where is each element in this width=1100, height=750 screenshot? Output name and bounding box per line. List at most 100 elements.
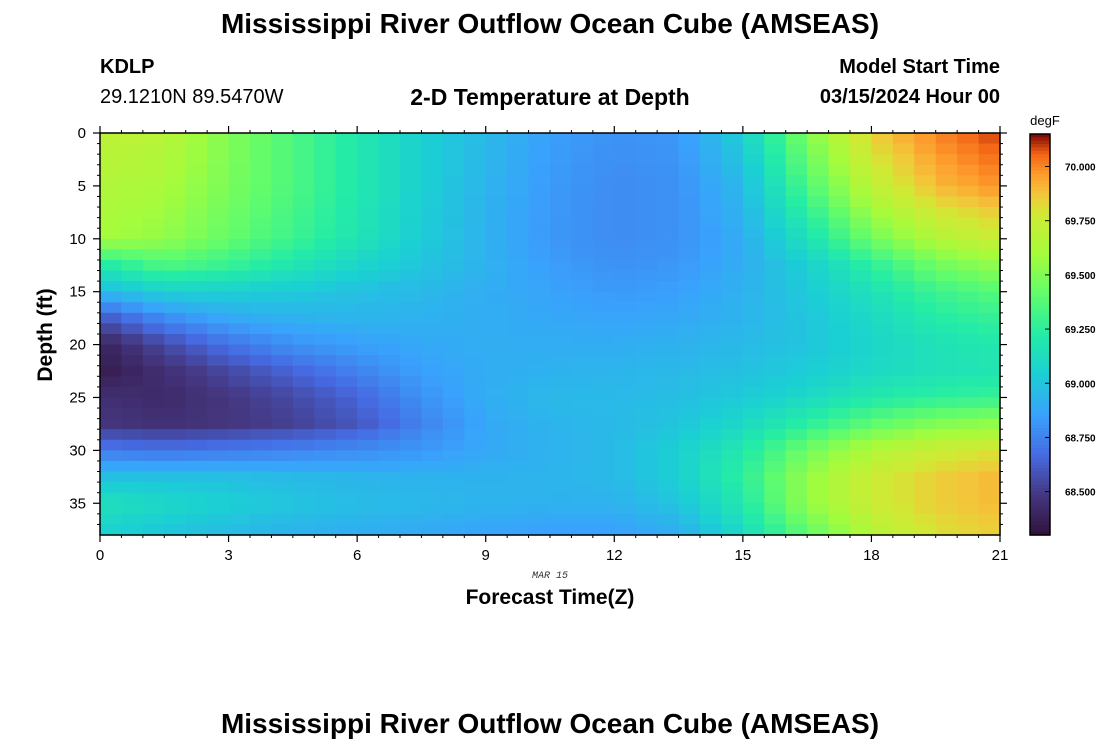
heatmap-cell xyxy=(678,196,701,208)
heatmap-cell xyxy=(357,439,380,451)
heatmap-cell xyxy=(592,133,615,145)
heatmap-cell xyxy=(421,460,444,473)
heatmap-cell xyxy=(764,376,787,388)
heatmap-cell xyxy=(207,386,230,399)
heatmap-cell xyxy=(185,270,208,282)
heatmap-cell xyxy=(871,143,894,155)
heatmap-cell xyxy=(635,175,658,187)
heatmap-cell xyxy=(721,238,744,250)
heatmap-cell xyxy=(721,196,744,208)
heatmap-cell xyxy=(164,376,187,388)
heatmap-cell xyxy=(528,164,551,176)
heatmap-cell xyxy=(250,281,273,293)
heatmap-cell xyxy=(121,228,144,240)
heatmap-cell xyxy=(657,323,680,335)
heatmap-cell xyxy=(314,503,337,515)
heatmap-cell xyxy=(357,185,380,198)
heatmap-cell xyxy=(314,228,337,240)
heatmap-cell xyxy=(528,259,551,272)
heatmap-cell xyxy=(871,376,894,388)
heatmap-cell xyxy=(892,471,915,483)
heatmap-cell xyxy=(978,312,1001,325)
heatmap-cell xyxy=(442,217,465,229)
heatmap-cell xyxy=(828,482,851,494)
model-start-value: 03/15/2024 Hour 00 xyxy=(819,86,1000,108)
heatmap-cell xyxy=(742,376,765,388)
heatmap-cell xyxy=(442,397,465,409)
colorbar-segment xyxy=(1030,438,1050,443)
heatmap-cell xyxy=(892,217,915,229)
heatmap-cell xyxy=(164,154,187,166)
heatmap-cell xyxy=(421,302,444,314)
heatmap-cell xyxy=(785,450,808,462)
heatmap-cell xyxy=(785,164,808,176)
heatmap-cell xyxy=(207,408,230,420)
heatmap-cell xyxy=(742,513,765,526)
heatmap-cell xyxy=(228,397,251,409)
heatmap-cell xyxy=(678,133,701,145)
heatmap-cell xyxy=(614,365,637,377)
heatmap-cell xyxy=(228,270,251,282)
heatmap-cell xyxy=(978,175,1001,187)
heatmap-cell xyxy=(507,291,530,303)
heatmap-cell xyxy=(400,397,423,409)
heatmap-cell xyxy=(635,439,658,451)
heatmap-cell xyxy=(957,281,980,293)
heatmap-cell xyxy=(592,291,615,303)
heatmap-cell xyxy=(892,408,915,420)
heatmap-cell xyxy=(228,450,251,462)
heatmap-cell xyxy=(978,259,1001,272)
heatmap-cell xyxy=(571,143,594,155)
heatmap-cell xyxy=(678,355,701,367)
colorbar-segment xyxy=(1030,351,1050,356)
heatmap-cell xyxy=(764,270,787,282)
heatmap-cell xyxy=(442,281,465,293)
heatmap-cell xyxy=(250,185,273,198)
heatmap-cell xyxy=(742,503,765,515)
heatmap-cell xyxy=(357,513,380,526)
heatmap-cell xyxy=(550,450,573,462)
heatmap-cell xyxy=(335,207,358,219)
heatmap-cell xyxy=(957,355,980,367)
heatmap-cell xyxy=(142,259,165,272)
heatmap-cell xyxy=(464,164,487,176)
heatmap-cell xyxy=(442,154,465,166)
heatmap-cell xyxy=(142,492,165,504)
heatmap-cell xyxy=(571,323,594,335)
heatmap-cell xyxy=(700,386,723,399)
heatmap-cell xyxy=(121,302,144,314)
heatmap-cell xyxy=(657,439,680,451)
heatmap-cell xyxy=(721,513,744,526)
heatmap-cell xyxy=(871,429,894,441)
heatmap-cell xyxy=(978,291,1001,303)
heatmap-cell xyxy=(528,323,551,335)
heatmap-cell xyxy=(271,513,294,526)
colorbar-segment xyxy=(1030,217,1050,222)
heatmap-cell xyxy=(721,397,744,409)
heatmap-cell xyxy=(785,460,808,473)
heatmap-cell xyxy=(571,334,594,346)
heatmap-cell xyxy=(571,133,594,145)
heatmap-cell xyxy=(614,471,637,483)
heatmap-cell xyxy=(100,238,123,250)
heatmap-cell xyxy=(807,334,830,346)
heatmap-cell xyxy=(271,259,294,272)
heatmap-cell xyxy=(464,408,487,420)
heatmap-cell xyxy=(335,397,358,409)
heatmap-cell xyxy=(785,471,808,483)
heatmap-cell xyxy=(850,270,873,282)
heatmap-cell xyxy=(957,323,980,335)
station-coordinates: 29.1210N 89.5470W xyxy=(100,86,284,108)
heatmap-cell xyxy=(614,397,637,409)
heatmap-cell xyxy=(507,133,530,145)
heatmap-cell xyxy=(914,164,937,176)
heatmap-cell xyxy=(121,133,144,145)
heatmap-cell xyxy=(378,143,401,155)
heatmap-cell xyxy=(507,143,530,155)
heatmap-cell xyxy=(271,471,294,483)
heatmap-cell xyxy=(807,524,830,536)
heatmap-cell xyxy=(207,450,230,462)
heatmap-cell xyxy=(678,450,701,462)
colorbar-segment xyxy=(1030,414,1050,419)
colorbar-tick-label: 68.500 xyxy=(1065,488,1096,499)
